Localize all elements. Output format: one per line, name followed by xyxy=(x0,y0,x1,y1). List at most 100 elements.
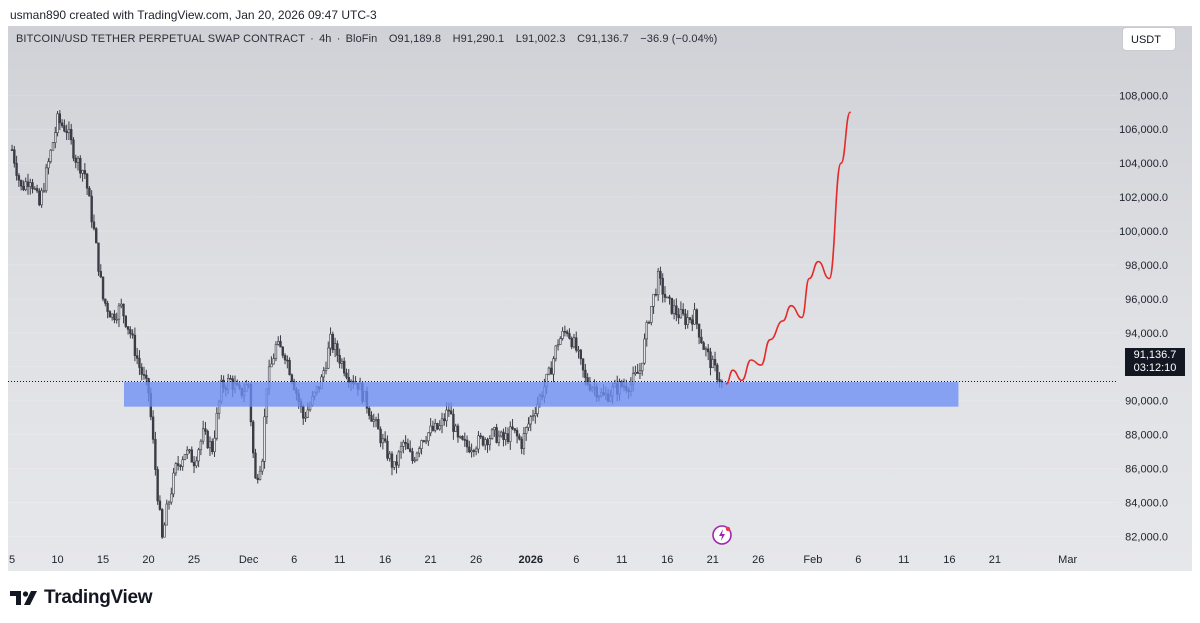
candle-body xyxy=(484,439,487,446)
candle-body xyxy=(206,430,209,449)
separator-dot: · xyxy=(310,33,314,45)
candle-body xyxy=(427,432,430,442)
candle-body xyxy=(256,477,259,480)
candle-body xyxy=(454,425,457,432)
candle-body xyxy=(440,418,444,427)
price-chart[interactable]: 108,000.0 106,000.0 104,000.0 102,000.0 100,… xyxy=(8,26,1192,571)
candle-body xyxy=(547,367,551,375)
candle-body xyxy=(126,326,130,330)
candle-body xyxy=(204,428,207,432)
projection-layer xyxy=(725,111,851,385)
candle-body xyxy=(493,427,496,431)
candle-body xyxy=(76,157,80,163)
candle-body xyxy=(406,443,410,450)
candle-body xyxy=(645,322,648,340)
candle-body xyxy=(172,472,175,495)
price-tick-label: 100,000.0 xyxy=(1119,226,1168,238)
candle-body xyxy=(641,362,644,372)
candle-body xyxy=(120,303,123,307)
candle-body xyxy=(74,157,77,163)
symbol-interval[interactable]: 4h xyxy=(319,33,332,45)
symbol-header: BITCOIN/USD TETHER PERPETUAL SWAP CONTRA… xyxy=(16,33,719,45)
candle-body xyxy=(154,439,157,470)
candle-body xyxy=(436,423,439,430)
candle-body xyxy=(488,438,491,446)
price-tick-label: 98,000.0 xyxy=(1125,260,1168,272)
candle-body xyxy=(443,418,446,422)
tradingview-logo[interactable]: TradingView xyxy=(10,585,153,611)
candle-body xyxy=(470,450,473,453)
chart-caption: usman890 created with TradingView.com, J… xyxy=(10,8,377,22)
candle-body xyxy=(565,331,569,334)
candle-body xyxy=(438,425,441,430)
symbol-exchange: BloFin xyxy=(345,33,378,45)
candle-body xyxy=(463,439,466,441)
candle-body xyxy=(40,190,43,206)
candle-body xyxy=(329,333,332,349)
time-tick-label: 6 xyxy=(855,554,861,566)
candle-body xyxy=(424,440,428,443)
support-zone-layer xyxy=(123,382,959,407)
candle-body xyxy=(63,125,66,132)
candle-body xyxy=(208,441,212,449)
candle-body xyxy=(477,435,480,450)
candle-body xyxy=(481,436,485,446)
time-tick-label: 2026 xyxy=(519,554,543,566)
candle-body xyxy=(534,413,537,417)
candle-body xyxy=(495,427,498,443)
candle-body xyxy=(402,441,405,447)
candle-body xyxy=(408,448,412,452)
candle-body xyxy=(163,524,166,538)
candle-body xyxy=(110,313,114,318)
candle-body xyxy=(81,170,84,174)
candle-body xyxy=(24,181,27,190)
time-tick-label: 11 xyxy=(898,554,909,566)
projection-path xyxy=(725,111,851,385)
candle-body xyxy=(44,167,48,192)
candle-body xyxy=(92,221,96,229)
price-tick-label: 108,000.0 xyxy=(1119,90,1168,102)
time-tick-label: 16 xyxy=(943,554,955,566)
symbol-name[interactable]: BITCOIN/USD TETHER PERPETUAL SWAP CONTRA… xyxy=(16,33,306,45)
candle-body xyxy=(274,344,278,359)
candle-body xyxy=(499,431,503,437)
candle-body xyxy=(67,128,71,134)
candle-body xyxy=(283,355,287,361)
candle-body xyxy=(345,372,348,378)
candle-body xyxy=(322,370,325,378)
candle-body xyxy=(140,367,143,375)
candle-body xyxy=(115,318,118,321)
candle-body xyxy=(411,451,414,461)
chart-frame[interactable]: 108,000.0 106,000.0 104,000.0 102,000.0 100,… xyxy=(8,26,1192,571)
ohlc-low: L91,002.3 xyxy=(515,33,566,45)
candle-body xyxy=(60,122,64,127)
candle-body xyxy=(552,358,555,375)
candle-body xyxy=(133,334,137,356)
time-tick-label: 16 xyxy=(379,554,391,566)
currency-button[interactable]: USDT xyxy=(1122,27,1176,51)
candle-body xyxy=(83,170,87,175)
candle-body xyxy=(418,448,421,454)
event-marker-layer xyxy=(712,525,732,545)
time-tick-label: 21 xyxy=(989,554,1001,566)
time-tick-label: 15 xyxy=(97,554,109,566)
candle-body xyxy=(156,469,159,502)
candle-body xyxy=(167,501,171,505)
candle-body xyxy=(650,306,653,323)
price-tick-label: 86,000.0 xyxy=(1125,464,1168,476)
candle-body xyxy=(142,374,146,376)
candle-body xyxy=(85,173,89,189)
candle-body xyxy=(338,355,341,364)
candle-body xyxy=(702,342,705,350)
ohlc-close: C91,136.7 xyxy=(577,33,629,45)
candle-body xyxy=(331,333,335,351)
candle-body xyxy=(181,459,184,467)
candle-body xyxy=(636,371,639,374)
event-icon-bolt xyxy=(719,529,725,541)
candle-body xyxy=(306,409,309,418)
candle-body xyxy=(88,187,91,197)
candle-body xyxy=(151,416,155,440)
time-tick-label: Feb xyxy=(803,554,822,566)
ohlc-change: −36.9 (−0.04%) xyxy=(640,33,718,45)
price-tick-label: 84,000.0 xyxy=(1125,498,1168,510)
